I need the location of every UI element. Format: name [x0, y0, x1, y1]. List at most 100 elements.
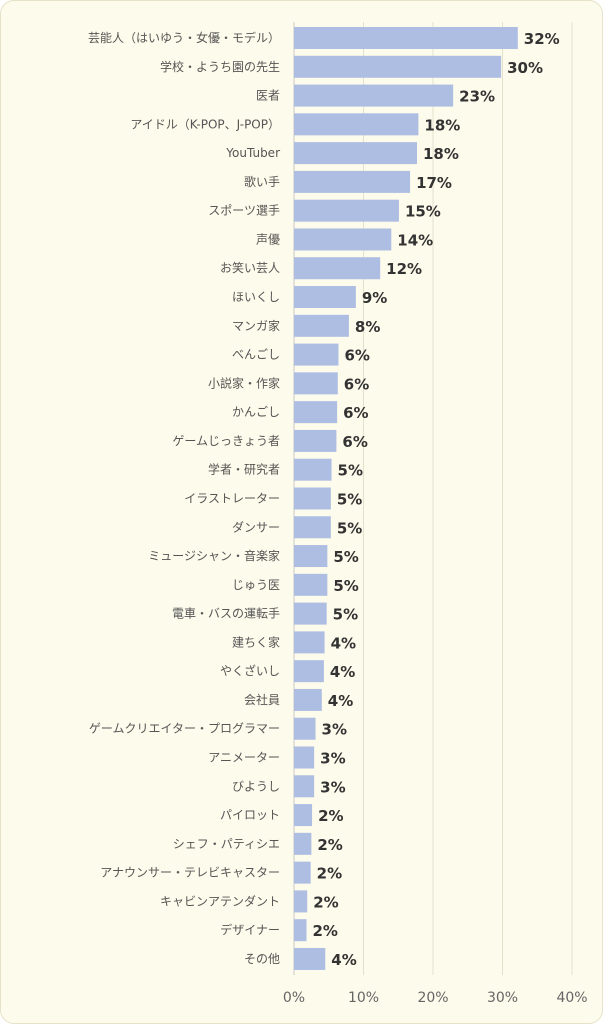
data-label: 5% [333, 548, 358, 566]
data-label: 3% [320, 750, 345, 768]
bar [294, 947, 326, 970]
data-label: 3% [320, 778, 345, 796]
data-label: 6% [344, 375, 369, 393]
category-label: 歌い手 [244, 174, 280, 189]
data-label: 6% [343, 404, 368, 422]
category-label: アニメーター [208, 751, 280, 765]
bar [294, 487, 331, 510]
bar [294, 890, 308, 913]
category-label: 芸能人（はいゆう・女優・モデル） [88, 30, 280, 45]
data-label: 9% [362, 289, 387, 307]
bar [294, 228, 392, 251]
category-label: スポーツ選手 [208, 204, 280, 218]
bar [294, 343, 339, 366]
data-label: 2% [318, 807, 343, 825]
category-label: 医者 [256, 89, 280, 103]
category-label: アイドル（K-POP、J-POP） [130, 117, 280, 131]
x-tick-label: 20% [417, 990, 448, 1006]
category-label: 学者・研究者 [208, 462, 280, 477]
category-label: 会社員 [244, 692, 280, 707]
data-label: 5% [333, 577, 358, 595]
bar [294, 55, 502, 78]
data-label: 6% [344, 347, 369, 365]
bar [294, 861, 311, 884]
category-label: アナウンサー・テレビキャスター [100, 866, 280, 880]
data-label: 4% [331, 634, 356, 652]
category-label: ゲームじっきょう者 [172, 434, 280, 448]
bar [294, 919, 307, 942]
data-label: 3% [322, 721, 347, 739]
data-label: 2% [313, 922, 338, 940]
data-label: 18% [423, 145, 459, 163]
category-label: 声優 [256, 232, 280, 246]
category-label: シェフ・パティシエ [173, 837, 280, 851]
data-label: 6% [342, 433, 367, 451]
bar [294, 257, 381, 280]
data-label: 2% [317, 836, 342, 854]
data-label: 32% [524, 30, 560, 48]
category-label: お笑い芸人 [220, 260, 280, 275]
bar [294, 286, 356, 309]
data-label: 2% [317, 865, 342, 883]
bar [294, 199, 399, 222]
bar [294, 314, 349, 337]
bar [294, 142, 418, 165]
data-label: 12% [386, 260, 422, 278]
data-label: 5% [337, 490, 362, 508]
data-label: 5% [338, 462, 363, 480]
data-label: 8% [355, 318, 380, 336]
x-tick-label: 10% [348, 990, 379, 1006]
category-label: 学校・ようち園の先生 [160, 59, 280, 74]
data-label: 5% [333, 606, 358, 624]
bar [294, 170, 411, 193]
category-label: 建ちく家 [232, 634, 280, 649]
category-label: ミュージシャン・音楽家 [148, 548, 280, 563]
bar [294, 775, 315, 798]
data-label: 30% [507, 59, 543, 77]
category-label: イラストレーター [184, 491, 280, 505]
bar [294, 688, 322, 711]
data-label: 4% [328, 692, 353, 710]
category-label: じゅう医 [232, 578, 280, 592]
bar [294, 458, 332, 481]
category-label: デザイナー [220, 922, 280, 937]
bar [294, 573, 328, 596]
bar [294, 746, 315, 769]
category-label: マンガ家 [232, 318, 280, 333]
category-label: びようし [232, 779, 280, 793]
bar [294, 372, 338, 395]
category-label: やくざいし [220, 663, 280, 678]
bar [294, 832, 312, 855]
category-label: 小説家・作家 [208, 375, 280, 390]
category-label: YouTuber [225, 146, 280, 160]
category-label: べんごし [232, 347, 280, 362]
data-label: 2% [313, 893, 338, 911]
data-label: 4% [330, 663, 355, 681]
data-label: 23% [459, 88, 495, 106]
data-label: 4% [331, 951, 356, 969]
bar [294, 545, 328, 568]
bar [294, 631, 325, 654]
bar [294, 804, 313, 827]
data-label: 17% [416, 174, 452, 192]
category-label: その他 [244, 952, 280, 966]
x-tick-label: 0% [283, 990, 305, 1006]
data-label: 18% [424, 116, 460, 134]
category-label: ダンサー [232, 519, 280, 534]
category-label: 電車・バスの運転手 [172, 607, 280, 621]
bar [294, 401, 338, 424]
bar [294, 27, 518, 49]
bar [294, 660, 324, 683]
bar [294, 429, 337, 452]
data-label: 15% [405, 203, 441, 221]
category-label: ほいくし [232, 290, 280, 304]
bar [294, 717, 316, 740]
category-label: かんごし [232, 404, 280, 419]
bar [294, 113, 419, 136]
bar [294, 516, 331, 539]
category-label: ゲームクリエイター・プログラマー [89, 722, 280, 736]
category-label: パイロット [220, 808, 280, 822]
x-tick-label: 40% [556, 990, 587, 1006]
x-tick-label: 30% [487, 990, 518, 1006]
